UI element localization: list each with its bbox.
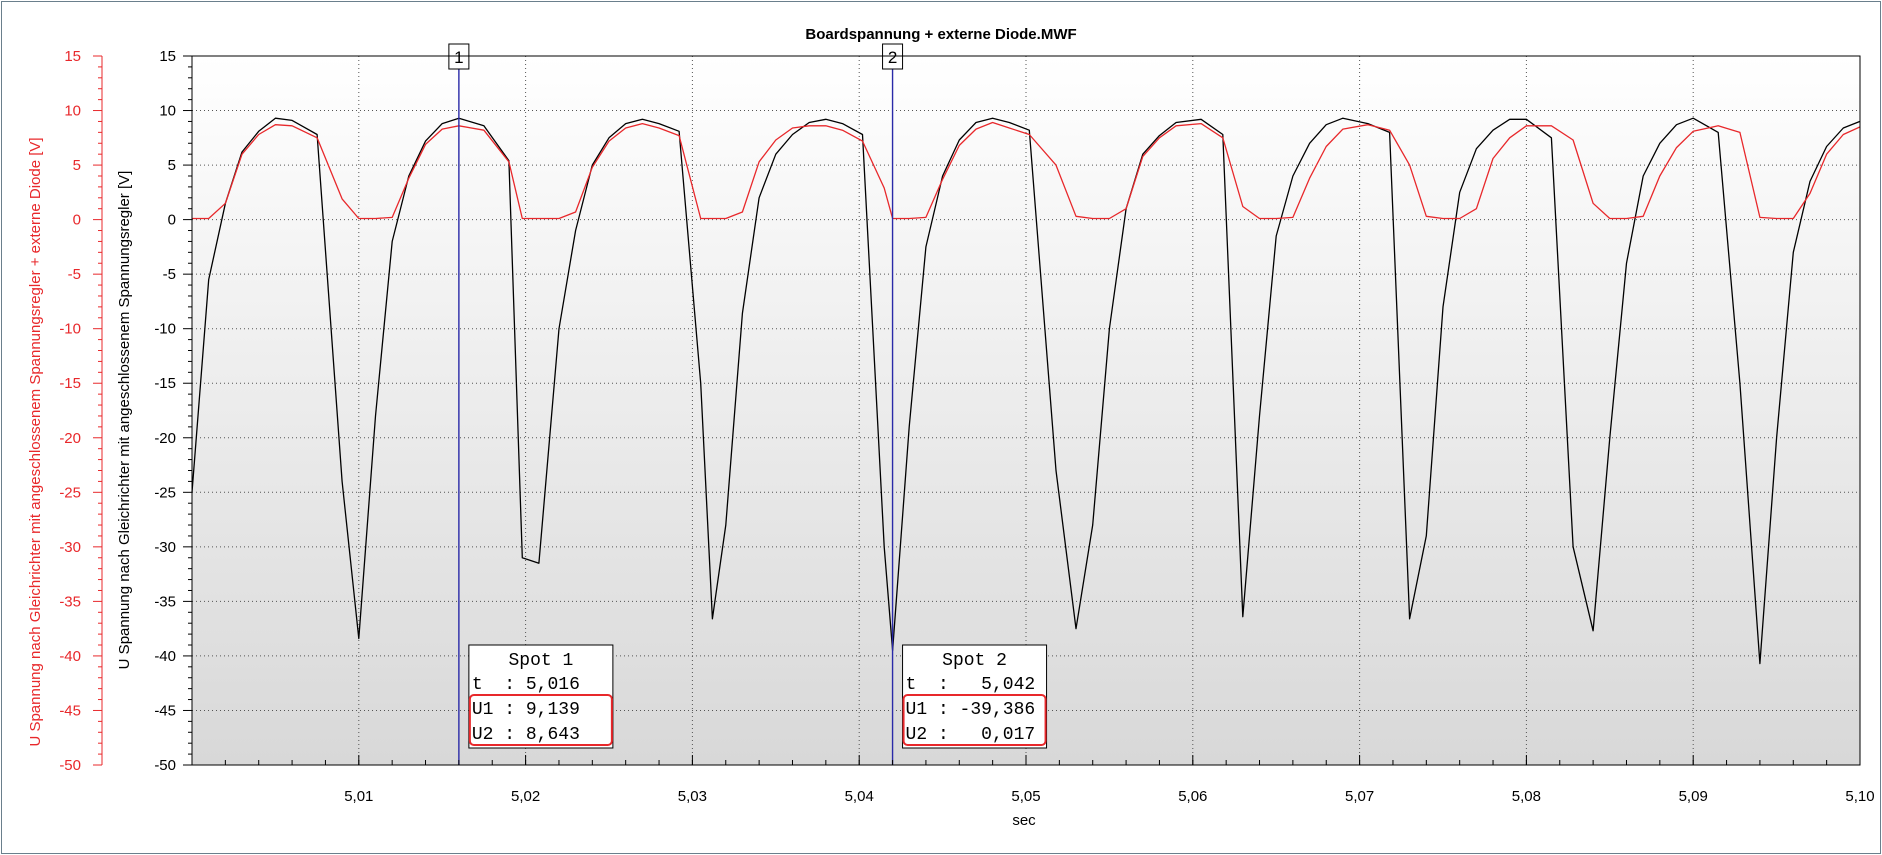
spot-1-box: [468, 644, 614, 749]
spot-1-highlight: [468, 694, 613, 746]
y-tick-label-outer: -40: [59, 648, 81, 665]
x-tick-label: 5,06: [1178, 788, 1207, 805]
series-u1-line: [191, 117, 1861, 665]
x-tick-label: 5,02: [511, 788, 540, 805]
spot-2-highlight: [902, 694, 1047, 746]
spot-2-row: t : 5,042: [906, 675, 1036, 695]
y-tick-label-inner: -15: [154, 375, 176, 392]
spot-2-row: U2 : 0,017: [906, 725, 1036, 745]
x-tick-label: 5,10: [1845, 788, 1874, 805]
spot-1-row: U2 : 8,643: [472, 725, 580, 745]
y-tick-label-outer: -5: [68, 266, 81, 283]
y-tick-label-outer: -45: [59, 702, 81, 719]
spot-1-row: U1 : 9,139: [472, 700, 580, 720]
x-tick-label: 5,05: [1011, 788, 1040, 805]
y-tick-label-inner: 15: [159, 48, 176, 65]
y-tick-label-inner: 10: [159, 103, 176, 120]
axes: 5,01 5,02 5,03 5,04 5,05 5,06 5,07 5,08 5,09 5,10…: [59, 48, 1874, 805]
cursor-2-number: 2: [888, 48, 897, 67]
x-tick-label: 5,07: [1345, 788, 1374, 805]
y-tick-label-inner: -5: [163, 266, 176, 283]
y-tick-label-inner: -30: [154, 539, 176, 556]
y-tick-label-inner: -10: [154, 321, 176, 338]
y-tick-label-outer: -20: [59, 430, 81, 447]
y-axis-label-outer: U Spannung nach Gleichrichter mit angesc…: [27, 137, 44, 746]
y-axis-label-inner: U Spannung nach Gleichrichter mit angesc…: [116, 171, 133, 670]
y-tick-label-outer: -10: [59, 321, 81, 338]
spot-2-row: U1 : -39,386: [906, 700, 1036, 720]
cursor-1-number: 1: [454, 48, 463, 67]
y-tick-label-outer: -30: [59, 539, 81, 556]
series-layer: [191, 117, 1861, 665]
y-tick-label-inner: -50: [154, 757, 176, 774]
y-tick-label-inner: -20: [154, 430, 176, 447]
x-tick-label: 5,03: [678, 788, 707, 805]
y-tick-label-outer: 15: [64, 48, 81, 65]
y-tick-label-outer: -25: [59, 484, 81, 501]
y-tick-label-outer: -15: [59, 375, 81, 392]
spot-1-row: t : 5,016: [472, 675, 580, 695]
y-tick-label-inner: -45: [154, 702, 176, 719]
x-axis-label: sec: [1012, 812, 1036, 829]
chart-title: Boardspannung + externe Diode.MWF: [805, 26, 1076, 43]
spot-1-title: Spot 1: [508, 651, 573, 671]
y-tick-label-outer: -35: [59, 593, 81, 610]
series-u2-line: [192, 121, 1861, 220]
y-tick-label-outer: 5: [73, 157, 81, 174]
x-tick-label: 5,08: [1512, 788, 1541, 805]
y-tick-label-outer: 0: [73, 212, 81, 229]
y-tick-label-inner: 5: [168, 157, 176, 174]
y-tick-label-inner: -25: [154, 484, 176, 501]
y-tick-label-inner: 0: [168, 212, 176, 229]
x-tick-label: 5,09: [1679, 788, 1708, 805]
y-tick-label-outer: 10: [64, 103, 81, 120]
y-tick-label-inner: -35: [154, 593, 176, 610]
spot-2-title: Spot 2: [942, 651, 1007, 671]
x-tick-label: 5,04: [845, 788, 874, 805]
y-tick-label-outer: -50: [59, 757, 81, 774]
y-tick-label-inner: -40: [154, 648, 176, 665]
spot-2-box: [902, 644, 1048, 749]
x-tick-label: 5,01: [344, 788, 373, 805]
